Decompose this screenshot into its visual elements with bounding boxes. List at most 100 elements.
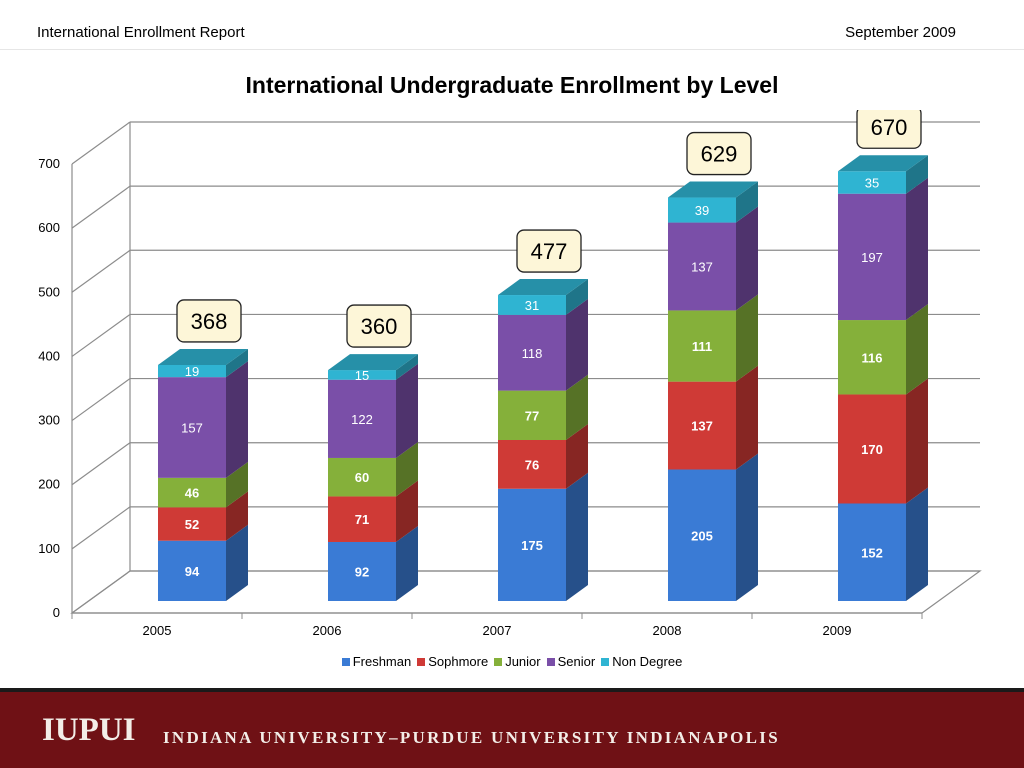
bar-side — [396, 525, 418, 601]
bar-value-label: 122 — [351, 412, 373, 427]
side-gridline — [71, 442, 131, 486]
bar-segment — [838, 171, 906, 194]
bar-value-label: 152 — [861, 545, 883, 560]
total-label: 477 — [531, 239, 568, 264]
legend-label: Junior — [505, 654, 541, 669]
side-gridline — [71, 185, 131, 229]
total-callout — [516, 229, 582, 273]
legend-item: Junior — [494, 654, 541, 669]
y-tick-label: 600 — [38, 220, 60, 235]
total-callout — [176, 299, 242, 343]
iupui-logo: IUPUI — [42, 712, 136, 748]
bar-segment — [328, 541, 396, 601]
y-tick-label: 300 — [38, 413, 60, 428]
bar-segment — [668, 310, 736, 382]
bar-side — [736, 206, 758, 311]
bar-value-label: 77 — [525, 408, 539, 423]
bar-top — [158, 348, 248, 365]
footer-banner: IUPUI INDIANA UNIVERSITY–PURDUE UNIVERSI… — [0, 688, 1024, 768]
bar-side — [226, 361, 248, 478]
bar-segment — [838, 394, 906, 504]
bar-segment — [498, 488, 566, 601]
bar-side — [566, 374, 588, 441]
bar-side — [566, 279, 588, 315]
bar-value-label: 52 — [185, 517, 199, 532]
bar-value-label: 205 — [691, 528, 713, 543]
bar-segment — [838, 193, 906, 321]
total-label: 360 — [361, 314, 398, 339]
bar-segment — [498, 295, 566, 315]
y-tick-label: 500 — [38, 284, 60, 299]
y-tick-label: 200 — [38, 477, 60, 492]
bar-side — [566, 298, 588, 391]
legend-swatch — [494, 657, 503, 666]
bar-side — [906, 378, 928, 504]
legend-item: Sophmore — [417, 654, 488, 669]
legend-label: Senior — [557, 654, 596, 669]
legend-item: Non Degree — [601, 654, 682, 669]
side-gridline — [71, 506, 131, 550]
bar-value-label: 31 — [525, 298, 539, 313]
total-label: 670 — [871, 115, 908, 140]
bar-value-label: 39 — [695, 203, 709, 218]
y-tick-label: 0 — [53, 605, 60, 620]
bar-value-label: 60 — [355, 470, 369, 485]
bar-value-label: 116 — [862, 350, 883, 365]
bar-side — [736, 181, 758, 223]
university-name: INDIANA UNIVERSITY–PURDUE UNIVERSITY IND… — [163, 728, 780, 747]
bar-segment — [838, 503, 906, 601]
slide-header: International Enrollment Report Septembe… — [0, 0, 1024, 50]
legend-swatch — [601, 657, 610, 666]
bar-side — [736, 365, 758, 470]
bar-side — [396, 363, 418, 458]
bar-top — [668, 181, 758, 198]
bar-value-label: 76 — [525, 457, 539, 472]
chart-title: International Undergraduate Enrollment b… — [245, 72, 779, 98]
legend-swatch — [546, 657, 555, 666]
enrollment-chart: 0 100 200 300 400 500 600 700 2005 2006 2007 2008 20… — [38, 110, 982, 638]
bar-segment — [328, 370, 396, 380]
legend-label: Freshman — [352, 654, 412, 669]
bar-segment — [328, 379, 396, 458]
bar-side — [736, 453, 758, 601]
report-title: International Enrollment Report — [37, 24, 245, 41]
total-label: 629 — [701, 142, 738, 167]
bar-segment — [158, 364, 226, 378]
bar-segment — [158, 507, 226, 541]
bar-value-label: 157 — [181, 420, 203, 435]
bar-value-label: 137 — [691, 419, 713, 434]
bar-side — [226, 461, 248, 508]
x-tick-label: 2007 — [483, 623, 512, 638]
bar-value-label: 137 — [691, 259, 713, 274]
bar-segment — [668, 197, 736, 223]
bar-top — [838, 155, 928, 172]
bar-top — [328, 354, 418, 371]
total-callout — [346, 304, 412, 348]
bar-segment — [668, 222, 736, 311]
bar-side — [226, 348, 248, 378]
bar-value-label: 92 — [355, 564, 369, 579]
bar-segment — [498, 390, 566, 441]
bar-segment — [668, 469, 736, 601]
bar-value-label: 15 — [355, 368, 369, 383]
bar-side — [396, 441, 418, 497]
bar-segment — [668, 381, 736, 470]
side-gridline — [71, 313, 131, 357]
y-tick-label: 100 — [38, 541, 60, 556]
total-label: 368 — [191, 309, 228, 334]
legend-item: Senior — [546, 654, 596, 669]
bar-segment — [328, 496, 396, 542]
bar-side — [906, 177, 928, 321]
bar-side — [566, 424, 588, 489]
total-callout — [856, 110, 922, 149]
bar-side — [226, 491, 248, 541]
legend-swatch — [417, 657, 426, 666]
side-gridline — [71, 249, 131, 293]
bar-segment — [328, 457, 396, 497]
bar-value-label: 197 — [861, 250, 883, 265]
report-date: September 2009 — [845, 24, 956, 41]
bar-value-label: 170 — [861, 442, 883, 457]
bar-top — [498, 279, 588, 296]
legend-item: Freshman — [341, 654, 412, 669]
chart-legend: Freshman Sophmore Junior Senior Non Degree — [0, 654, 1024, 669]
